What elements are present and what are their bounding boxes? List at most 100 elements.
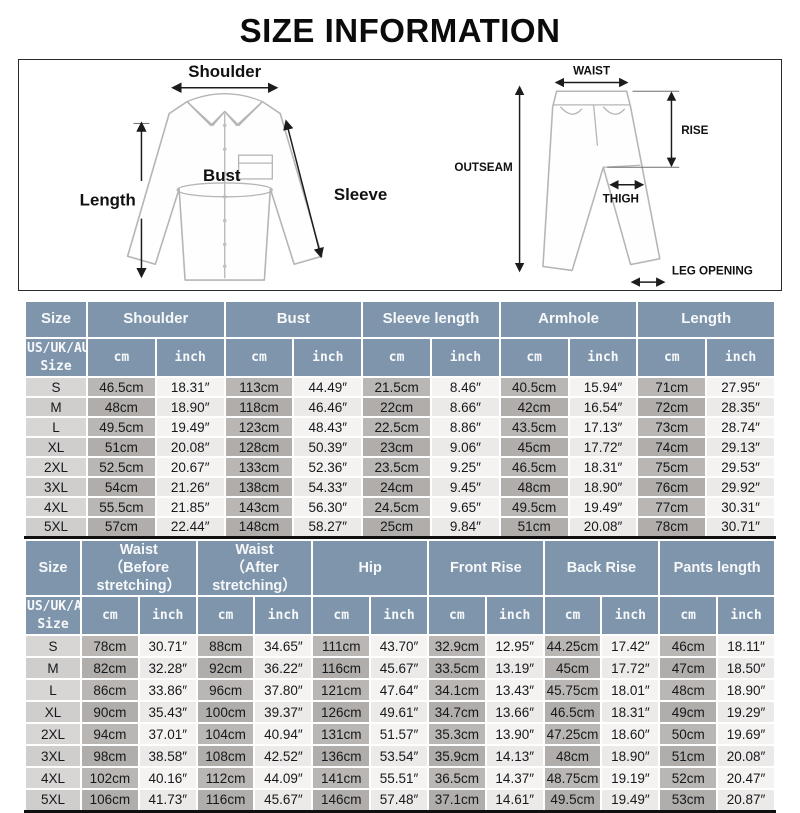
cm-value: 90cm [80,700,140,725]
inch-value: 17.42″ [600,634,661,659]
cm-value: 46cm [658,634,719,659]
cm-header: cm [361,336,432,379]
tops-table-body: S 46.5cm 18.31″ 113cm 44.49″ 21.5cm 8.46″ 40.5c… [24,376,776,539]
inch-value: 29.13″ [705,436,776,459]
cm-value: 102cm [80,766,140,791]
size-label: 5XL [24,788,82,813]
bust-column-header: Bust [223,300,364,339]
inch-value: 19.49″ [600,788,661,813]
cm-value: 25cm [361,516,432,539]
inch-value: 53.54″ [369,744,429,769]
cm-header: cm [426,594,487,637]
inch-value: 18.90″ [600,744,661,769]
cm-header: cm [498,336,570,379]
cm-header: cm [542,594,603,637]
inch-header: inch [716,594,776,637]
cm-value: 75cm [636,456,708,479]
size-label: L [24,416,88,439]
cm-value: 46.5cm [86,376,157,399]
size-label: 3XL [24,744,82,769]
inch-value: 51.57″ [369,722,429,747]
inch-value: 48.43″ [292,416,364,439]
size-row-m: M 48cm 18.90″ 118cm 46.46″ 22cm 8.66″ 42cm 16.54… [24,396,776,419]
cm-value: 106cm [80,788,140,813]
size-row-l: L 49.5cm 19.49″ 123cm 48.43″ 22.5cm 8.86″ 43.5c… [24,416,776,439]
inch-value: 58.27″ [292,516,364,539]
shirt-bust-label: Bust [203,166,241,185]
cm-value: 52cm [658,766,719,791]
inch-value: 40.16″ [137,766,198,791]
cm-value: 96cm [195,678,256,703]
cm-value: 35.3cm [426,722,487,747]
pants-waist-label: WAIST [574,65,611,78]
size-label: XL [24,700,82,725]
cm-value: 104cm [195,722,256,747]
inch-value: 49.61″ [369,700,429,725]
pants-table-body: S 78cm 30.71″ 88cm 34.65″ 111cm 43.70″ 32.9cm 12… [24,634,776,813]
cm-value: 34.1cm [426,678,487,703]
inch-value: 13.90″ [484,722,545,747]
shoulder-column-header: Shoulder [86,300,226,339]
inch-value: 28.74″ [705,416,776,439]
cm-value: 48cm [86,396,157,419]
size-row-4xl: 4XL 102cm 40.16″ 112cm 44.09″ 141cm 55.51″ 36.5… [24,766,776,791]
pants-fly [593,104,599,146]
cm-value: 49cm [658,700,719,725]
back-rise-column-header: Back Rise [542,538,661,597]
inch-value: 52.36″ [292,456,364,479]
tops-unit-header-row: US/UK/AU Size cm inch cm inch cm inch cm… [24,336,776,379]
inch-value: 20.08″ [154,436,226,459]
waist-after-column-header: Waist （After stretching） [195,538,314,597]
cm-header: cm [658,594,719,637]
inch-value: 14.61″ [484,788,545,813]
size-label: L [24,678,82,703]
inch-value: 18.31″ [567,456,639,479]
cm-value: 112cm [195,766,256,791]
cm-header: cm [80,594,140,637]
inch-value: 54.33″ [292,476,364,499]
cm-value: 116cm [195,788,256,813]
size-label: XL [24,436,88,459]
cm-value: 47cm [658,656,719,681]
cm-value: 113cm [223,376,295,399]
cm-value: 94cm [80,722,140,747]
cm-value: 23cm [361,436,432,459]
pants-unit-header-row: US/UK/AU Size cm inch cm inch cm inch cm… [24,594,776,637]
cm-value: 82cm [80,656,140,681]
cm-value: 128cm [223,436,295,459]
measurement-diagram-box: Shoulder Length Bust Sleeve [18,59,782,291]
cm-value: 45cm [542,656,603,681]
inch-value: 18.90″ [716,678,776,703]
size-label: M [24,396,88,419]
inch-value: 42.52″ [253,744,314,769]
inch-value: 33.86″ [137,678,198,703]
pants-thigh-label: THIGH [603,192,639,205]
cm-value: 88cm [195,634,256,659]
waist-before-column-header: Waist （Before stretching） [80,538,198,597]
inch-value: 18.31″ [600,700,661,725]
inch-value: 44.49″ [292,376,364,399]
cm-value: 71cm [636,376,708,399]
cm-value: 44.25cm [542,634,603,659]
size-row-s: S 46.5cm 18.31″ 113cm 44.49″ 21.5cm 8.46″ 40.5c… [24,376,776,399]
inch-value: 45.67″ [253,788,314,813]
cm-value: 35.9cm [426,744,487,769]
inch-value: 18.01″ [600,678,661,703]
cm-value: 40.5cm [498,376,570,399]
cm-value: 22.5cm [361,416,432,439]
cm-value: 54cm [86,476,157,499]
inch-value: 28.35″ [705,396,776,419]
size-row-xl: XL 90cm 35.43″ 100cm 39.37″ 126cm 49.61″ 34.7cm… [24,700,776,725]
cm-value: 45cm [498,436,570,459]
inch-value: 16.54″ [567,396,639,419]
size-label: 4XL [24,766,82,791]
inch-value: 43.70″ [369,634,429,659]
us-uk-au-size-header: US/UK/AU Size [24,594,82,637]
inch-value: 13.43″ [484,678,545,703]
cm-value: 136cm [311,744,372,769]
inch-header: inch [567,336,639,379]
pants-outseam-label: OUTSEAM [455,161,513,174]
cm-value: 46.5cm [498,456,570,479]
size-row-5xl: 5XL 57cm 22.44″ 148cm 58.27″ 25cm 9.84″ 51cm 20.… [24,516,776,539]
cm-value: 48.75cm [542,766,603,791]
